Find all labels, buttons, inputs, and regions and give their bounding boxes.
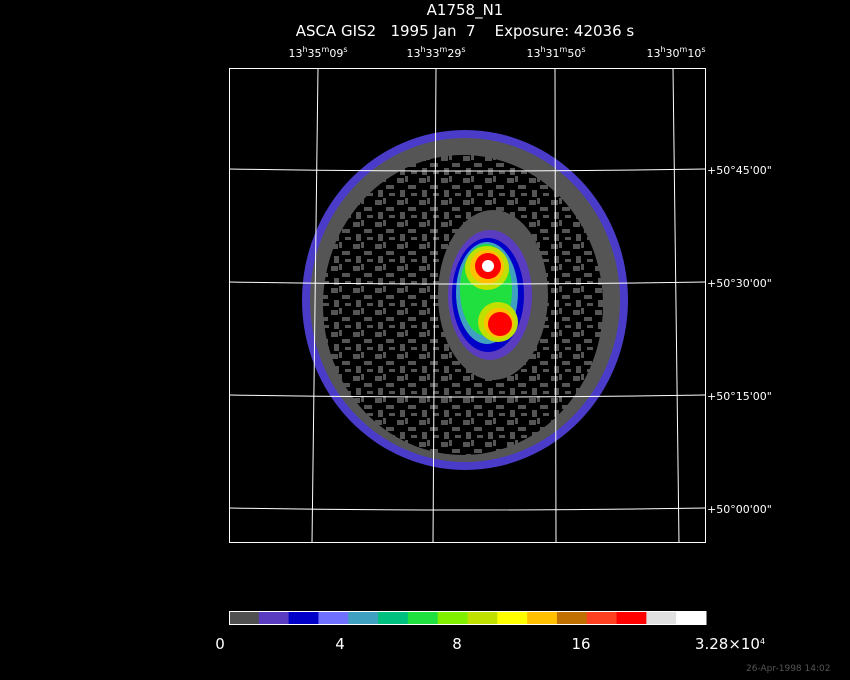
image xyxy=(302,130,628,470)
superscript: m xyxy=(322,45,330,54)
superscript: m xyxy=(560,45,568,54)
colorbar-swatch xyxy=(646,611,677,625)
colorbar-label: 16 xyxy=(571,635,590,653)
frame xyxy=(229,68,706,543)
colorbar-swatch xyxy=(258,611,290,625)
text-part: 8 xyxy=(452,635,462,653)
colorbar-label: 8 xyxy=(452,635,462,653)
colorbar-swatch xyxy=(467,611,498,625)
colorbar-swatch xyxy=(288,611,319,625)
subtitle: ASCA GIS2 1995 Jan 7 Exposure: 42036 s xyxy=(296,22,635,40)
text-part: 30 xyxy=(666,47,680,60)
colorbar-label: 4 xyxy=(335,635,345,653)
dec-label: +50°45'00" xyxy=(707,164,772,177)
colorbar-label: 3.28×104 xyxy=(695,635,765,653)
ra-line xyxy=(311,67,319,544)
coordinate-grid xyxy=(228,67,707,544)
ra-line xyxy=(432,67,437,544)
colorbar-swatch xyxy=(229,611,260,625)
superscript: h xyxy=(420,45,425,54)
text-part: 10 xyxy=(687,47,701,60)
ra-label: 13h33m29s xyxy=(406,45,465,60)
dec-line xyxy=(228,168,707,172)
dec-line xyxy=(228,281,707,285)
superscript: 4 xyxy=(760,637,765,646)
ra-line xyxy=(672,67,680,544)
superscript: s xyxy=(461,45,465,54)
dec-label: +50°15'00" xyxy=(707,390,772,403)
north-peak-core xyxy=(482,260,494,272)
colorbar-frame xyxy=(229,611,706,625)
text-part: 33 xyxy=(426,47,440,60)
ra-label: 13h35m09s xyxy=(288,45,347,60)
dec-label: +50°30'00" xyxy=(707,277,772,290)
dec-line xyxy=(228,394,707,398)
colorbar-swatch xyxy=(437,611,468,625)
colorbar-swatch xyxy=(616,611,647,625)
superscript: s xyxy=(701,45,705,54)
colorbar-swatch xyxy=(676,611,707,625)
text-part: 3.28×10 xyxy=(695,635,760,653)
ra-label: 13h31m50s xyxy=(526,45,585,60)
text-part: 16 xyxy=(571,635,590,653)
text-part: 35 xyxy=(308,47,322,60)
text-part: 50 xyxy=(567,47,581,60)
ra-label: 13h30m10s xyxy=(646,45,705,60)
colorbar-swatch xyxy=(527,611,558,625)
text-part: 29 xyxy=(447,47,461,60)
colorbar-label: 0 xyxy=(215,635,225,653)
superscript: h xyxy=(660,45,665,54)
colorbar-swatch xyxy=(378,611,409,625)
text-part: 0 xyxy=(215,635,225,653)
superscript: m xyxy=(440,45,448,54)
superscript: h xyxy=(302,45,307,54)
ra-line xyxy=(554,67,557,544)
dec-line xyxy=(228,507,707,511)
timestamp: 26-Apr-1998 14:02 xyxy=(746,664,830,674)
superscript: s xyxy=(343,45,347,54)
superscript: m xyxy=(680,45,688,54)
title: A1758_N1 xyxy=(427,1,504,20)
superscript: h xyxy=(540,45,545,54)
text-part: 13 xyxy=(646,47,660,60)
text-part: 31 xyxy=(546,47,560,60)
colorbar-swatch xyxy=(556,611,588,625)
colorbar-swatch xyxy=(407,611,439,625)
colorbar-swatch xyxy=(348,611,379,625)
text-part: 09 xyxy=(329,47,343,60)
south-peak-c xyxy=(488,312,512,336)
text-part: 13 xyxy=(526,47,540,60)
text-part: 4 xyxy=(335,635,345,653)
text-part: 13 xyxy=(288,47,302,60)
colorbar-swatch xyxy=(586,611,618,625)
colorbar-swatch xyxy=(318,611,349,625)
text-part: 13 xyxy=(406,47,420,60)
superscript: s xyxy=(581,45,585,54)
dec-label: +50°00'00" xyxy=(707,503,772,516)
colorbar-swatch xyxy=(497,611,528,625)
